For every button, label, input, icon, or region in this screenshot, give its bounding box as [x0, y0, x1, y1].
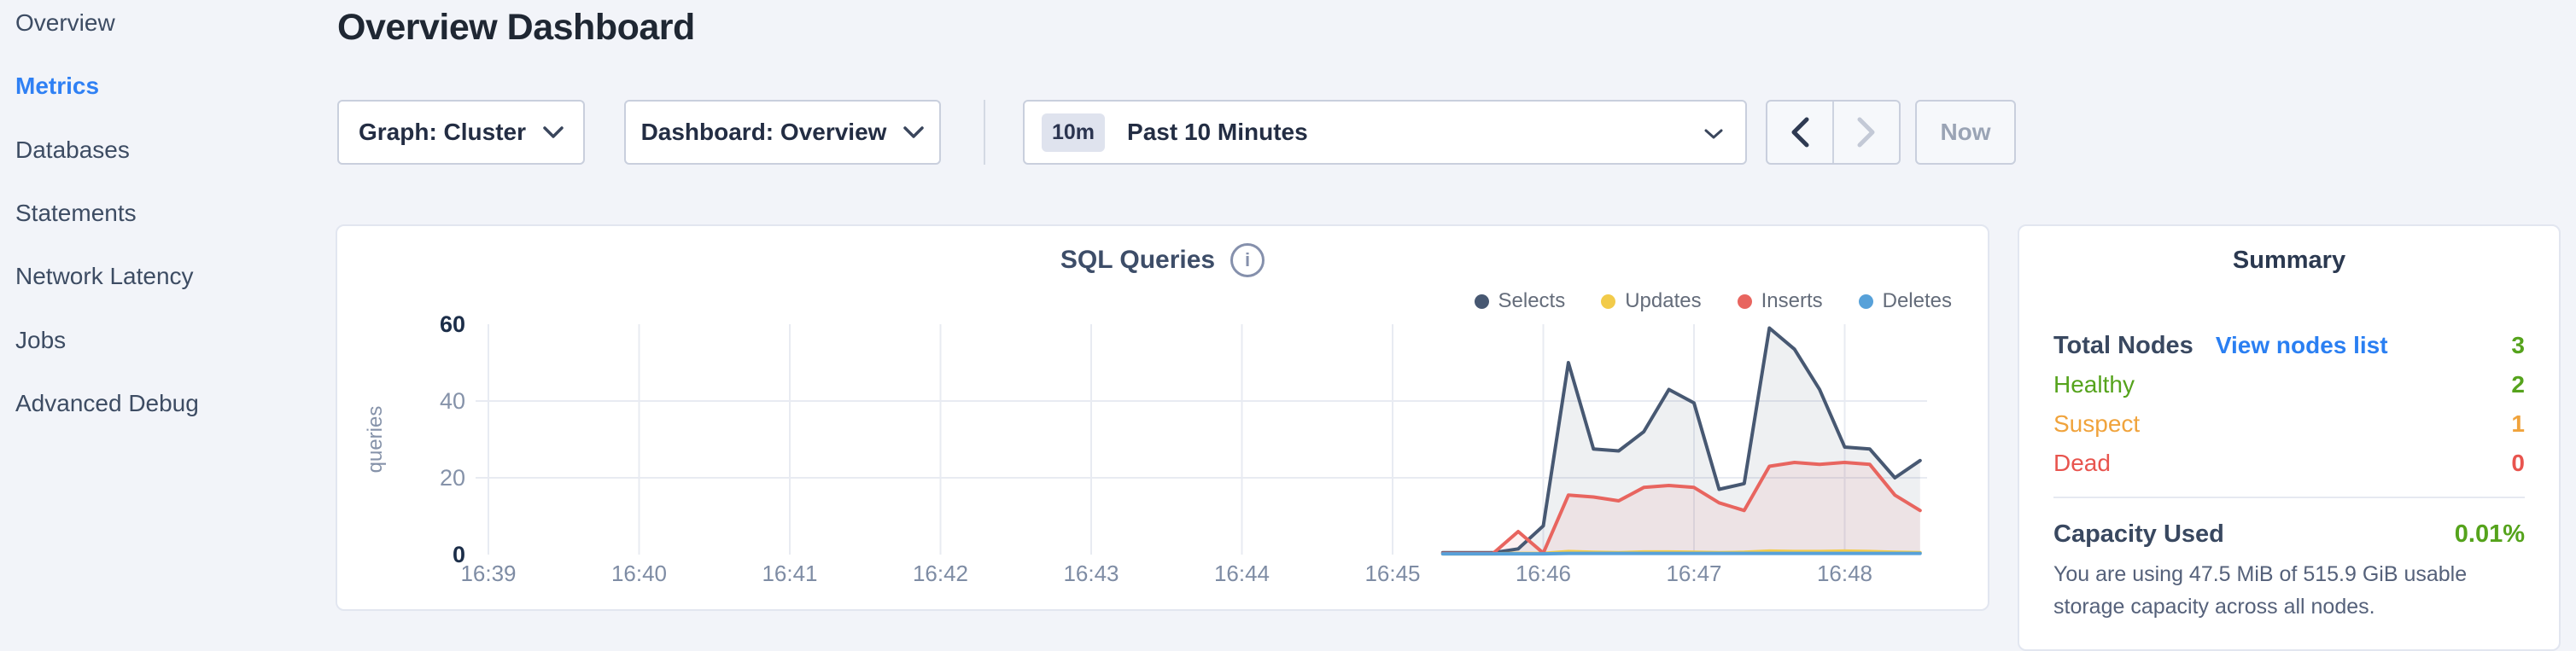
page-title: Overview Dashboard	[337, 7, 695, 48]
x-tick-label: 16:39	[460, 561, 516, 586]
x-tick-label: 16:45	[1364, 561, 1420, 586]
total-nodes-label: Total Nodes	[2053, 331, 2193, 359]
legend-label: Inserts	[1761, 289, 1823, 312]
sidebar-item-overview[interactable]: Overview	[15, 9, 115, 36]
legend-dot-updates	[1601, 294, 1616, 309]
legend-item-inserts: Inserts	[1737, 289, 1823, 313]
summary-row-healthy: Healthy 2	[2053, 365, 2525, 404]
legend-label: Updates	[1625, 289, 1702, 312]
now-button-label: Now	[1940, 119, 1991, 145]
y-tick-label: 20	[440, 465, 465, 491]
capacity-used-value: 0.01%	[2454, 520, 2525, 548]
series-line-inserts	[1440, 461, 1922, 555]
info-icon[interactable]: i	[1230, 243, 1265, 277]
graph-dropdown[interactable]: Graph: Cluster	[337, 100, 585, 165]
summary-row-suspect: Suspect 1	[2053, 404, 2525, 444]
sidebar-item-network-latency[interactable]: Network Latency	[15, 263, 194, 289]
summary-row-value: 0	[2511, 450, 2525, 476]
summary-row-label: Healthy	[2053, 371, 2135, 398]
time-back-button[interactable]	[1767, 102, 1832, 163]
x-tick-label: 16:44	[1214, 561, 1270, 586]
x-tick-label: 16:46	[1516, 561, 1571, 586]
chevron-right-icon	[1857, 117, 1875, 148]
time-range-selector[interactable]: 10m Past 10 Minutes	[1023, 100, 1747, 165]
controls-divider	[984, 100, 985, 165]
time-step-divider	[1832, 102, 1834, 163]
dashboard-dropdown[interactable]: Dashboard: Overview	[624, 100, 941, 165]
y-tick-label: 60	[440, 311, 465, 337]
x-tick-label: 16:41	[762, 561, 817, 586]
legend-dot-deletes	[1858, 294, 1873, 309]
summary-row-label: Suspect	[2053, 410, 2141, 437]
view-nodes-list-link[interactable]: View nodes list	[2215, 331, 2388, 358]
x-tick-label: 16:40	[611, 561, 667, 586]
legend-item-deletes: Deletes	[1858, 289, 1952, 313]
sidebar-item-statements[interactable]: Statements	[15, 200, 137, 226]
now-button[interactable]: Now	[1915, 100, 2016, 165]
graph-dropdown-label: Graph: Cluster	[358, 119, 527, 145]
time-step-buttons	[1766, 100, 1901, 165]
legend-dot-selects	[1474, 294, 1489, 309]
summary-row-dead: Dead 0	[2053, 444, 2525, 483]
legend-item-updates: Updates	[1601, 289, 1702, 313]
chevron-left-icon	[1791, 117, 1809, 148]
dashboard-dropdown-label: Dashboard: Overview	[640, 119, 887, 145]
x-tick-label: 16:43	[1063, 561, 1119, 586]
sql-queries-chart-card: SQL Queries i Selects Updates Inserts Delet…	[336, 224, 1989, 611]
sidebar-item-advanced-debug[interactable]: Advanced Debug	[15, 390, 199, 416]
summary-row-value: 1	[2511, 410, 2525, 437]
chevron-down-icon	[1704, 129, 1723, 139]
chevron-down-icon	[903, 125, 925, 138]
chart-legend: Selects Updates Inserts Deletes	[1474, 289, 1952, 313]
sidebar-item-metrics[interactable]: Metrics	[15, 73, 100, 99]
legend-label: Selects	[1498, 289, 1566, 312]
series-line-deletes	[1440, 551, 1922, 556]
x-tick-label: 16:42	[913, 561, 968, 586]
total-nodes-value: 3	[2511, 332, 2525, 358]
x-tick-label: 16:47	[1666, 561, 1721, 586]
legend-dot-inserts	[1737, 294, 1752, 309]
summary-row-value: 2	[2511, 371, 2525, 398]
capacity-description: You are using 47.5 MiB of 515.9 GiB usab…	[2053, 562, 2468, 619]
summary-title: Summary	[2232, 247, 2346, 274]
sidebar-item-jobs[interactable]: Jobs	[15, 327, 67, 353]
capacity-used-label: Capacity Used	[2053, 520, 2224, 548]
x-tick-label: 16:48	[1817, 561, 1872, 586]
legend-item-selects: Selects	[1474, 289, 1566, 313]
y-tick-label: 0	[453, 542, 465, 567]
legend-label: Deletes	[1882, 289, 1952, 312]
chart-title-row: SQL Queries i	[337, 243, 1988, 277]
chevron-down-icon	[543, 125, 564, 138]
series-area-inserts	[1442, 462, 1920, 555]
summary-panel: Summary Total Nodes View nodes list 3 He…	[2018, 224, 2561, 651]
summary-row-label: Dead	[2053, 450, 2111, 476]
summary-divider	[2053, 497, 2525, 498]
y-tick-label: 40	[440, 388, 465, 414]
series-area-selects	[1442, 328, 1920, 555]
time-forward-button[interactable]	[1834, 102, 1899, 163]
series-line-selects	[1440, 326, 1922, 555]
sidebar-item-databases[interactable]: Databases	[15, 137, 130, 163]
total-nodes-row: Total Nodes View nodes list 3	[2053, 326, 2525, 365]
time-range-label: Past 10 Minutes	[1127, 119, 1308, 145]
time-range-badge: 10m	[1042, 113, 1106, 152]
chart-title: SQL Queries	[1060, 246, 1216, 274]
y-axis-label: queries	[364, 406, 387, 474]
capacity-used-row: Capacity Used 0.01%	[2053, 517, 2525, 551]
sql-queries-chart-plot[interactable]: 0 20 40 60 16:39 16:40 16:41 16:42 16:43 16:44 16:…	[337, 226, 1988, 609]
